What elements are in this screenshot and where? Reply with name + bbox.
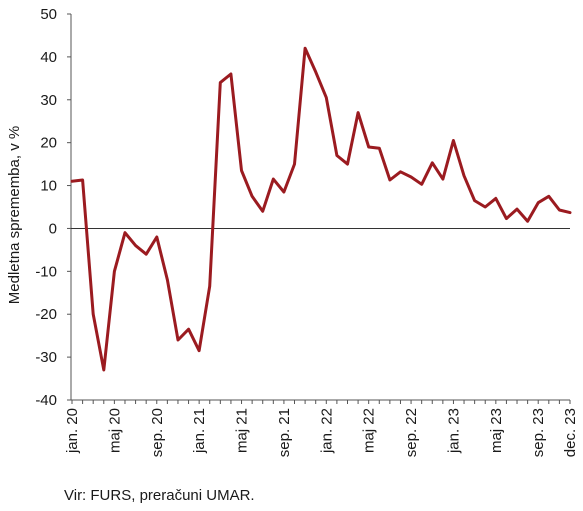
data-point	[452, 139, 455, 142]
data-point	[92, 313, 95, 316]
x-tick-label: jan. 22	[318, 408, 335, 454]
x-tick-label: jan. 20	[64, 408, 81, 454]
data-point	[71, 180, 74, 183]
x-tick-label: sep. 20	[149, 408, 166, 457]
y-tick-label: 30	[40, 92, 57, 109]
data-point	[494, 197, 497, 200]
x-tick-label: maj 23	[488, 408, 505, 453]
y-tick-label: 40	[40, 49, 57, 66]
data-point	[272, 178, 275, 181]
data-point	[282, 190, 285, 193]
data-point	[335, 154, 338, 157]
data-point	[261, 210, 264, 213]
x-tick-label: sep. 22	[403, 408, 420, 457]
x-tick-label: dec. 23	[562, 408, 579, 457]
data-point	[463, 174, 466, 177]
data-point	[304, 47, 307, 50]
y-axis-ticks: 50 40 30 20 10 0 -10 -20 -30 -40	[35, 6, 71, 409]
y-tick-label: 50	[40, 6, 57, 23]
data-point	[346, 163, 349, 166]
data-point	[155, 236, 158, 239]
data-point	[251, 195, 254, 198]
series-line	[70, 46, 572, 372]
data-point	[229, 73, 232, 76]
source-note: Vir: FURS, preračuni UMAR.	[64, 487, 255, 504]
y-tick-label: 0	[49, 220, 57, 237]
data-point	[357, 111, 360, 114]
data-point	[484, 206, 487, 209]
data-point	[526, 220, 529, 223]
data-point	[441, 178, 444, 181]
data-point	[81, 178, 84, 181]
y-tick-label: -10	[35, 263, 57, 280]
data-point	[473, 199, 476, 202]
data-point	[187, 328, 190, 331]
x-tick-label: maj 21	[234, 408, 251, 453]
data-point	[388, 178, 391, 181]
data-point	[134, 244, 137, 247]
data-point	[505, 217, 508, 220]
data-point	[537, 201, 540, 204]
x-tick-label: sep. 23	[530, 408, 547, 457]
data-point	[102, 368, 105, 371]
x-tick-label: maj 22	[361, 408, 378, 453]
data-point	[516, 208, 519, 211]
data-point	[208, 285, 211, 288]
y-tick-label: -20	[35, 306, 57, 323]
data-point	[123, 231, 126, 234]
y-tick-label: 20	[40, 135, 57, 152]
data-point	[410, 175, 413, 178]
data-point	[145, 253, 148, 256]
y-tick-label: 10	[40, 178, 57, 195]
data-point	[219, 81, 222, 84]
x-tick-label: jan. 23	[445, 408, 462, 454]
data-point	[378, 147, 381, 150]
y-tick-label: -40	[35, 392, 57, 409]
series-group	[70, 46, 572, 372]
x-tick-label: maj 20	[106, 408, 123, 453]
data-point	[420, 183, 423, 186]
data-point	[399, 170, 402, 173]
data-point	[113, 270, 116, 273]
data-point	[293, 163, 296, 166]
data-point	[240, 169, 243, 172]
x-axis-ticks: jan. 20 maj 20 sep. 20 jan. 21 maj 21 sep. 21…	[64, 400, 579, 457]
data-point	[166, 278, 169, 281]
data-point	[314, 70, 317, 73]
data-point	[547, 195, 550, 198]
data-point	[176, 338, 179, 341]
data-point	[431, 161, 434, 164]
x-tick-label: sep. 21	[276, 408, 293, 457]
data-point	[558, 209, 561, 212]
y-tick-label: -30	[35, 349, 57, 366]
data-point	[367, 145, 370, 148]
data-point	[198, 349, 201, 352]
x-tick-label: jan. 21	[191, 408, 208, 454]
y-axis-label: Medletna sprememba, v %	[6, 126, 23, 304]
data-point	[569, 211, 572, 214]
data-point	[325, 96, 328, 99]
